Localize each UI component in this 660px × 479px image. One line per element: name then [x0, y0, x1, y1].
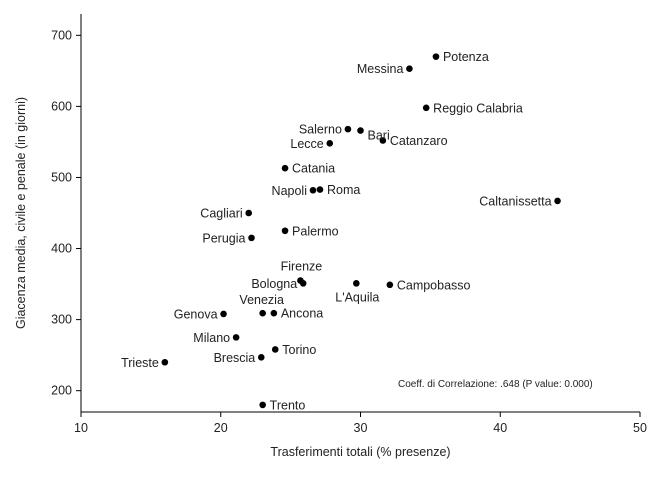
point-label: Campobasso	[397, 278, 471, 292]
y-tick-label: 300	[51, 313, 72, 327]
data-point	[259, 401, 266, 409]
point-label: Catanzaro	[390, 134, 448, 148]
data-point	[406, 65, 413, 73]
data-point	[270, 309, 278, 317]
data-point	[554, 197, 561, 205]
data-points	[161, 53, 561, 409]
x-tick-label: 20	[214, 421, 228, 435]
point-label: Cagliari	[200, 207, 242, 221]
data-point	[299, 280, 307, 287]
point-label: Trento	[270, 398, 306, 412]
data-point	[316, 186, 324, 193]
point-label: Firenze	[281, 260, 323, 274]
data-point	[379, 137, 387, 144]
data-point	[281, 164, 289, 172]
data-point	[422, 104, 430, 112]
y-ticks: 200 300 400 500 600 700	[51, 28, 81, 398]
data-point	[432, 53, 440, 60]
data-point	[248, 234, 255, 242]
point-label: Roma	[327, 183, 360, 197]
data-point	[161, 358, 169, 366]
point-label: Palermo	[292, 224, 339, 238]
y-tick-label: 500	[51, 170, 72, 184]
x-axis-title: Trasferimenti totali (% presenze)	[270, 445, 450, 459]
point-label: L'Aquila	[335, 290, 379, 304]
data-point	[353, 280, 360, 287]
data-point	[271, 346, 279, 353]
point-label: Bologna	[251, 277, 297, 291]
point-labels: Potenza Messina Reggio Calabria Salerno Bari…	[121, 50, 551, 412]
x-tick-label: 10	[74, 421, 88, 435]
point-label: Bari	[368, 129, 390, 143]
point-label: Venezia	[239, 293, 284, 307]
y-axis-title: Giacenza media, civile e penale (in gior…	[14, 97, 28, 329]
point-label: Genova	[174, 307, 218, 321]
y-tick-label: 400	[51, 242, 72, 256]
correlation-annotation: Coeff. di Correlazione: .648 (P value: 0…	[398, 379, 593, 390]
point-label: Catania	[292, 162, 335, 176]
x-ticks: 10 20 30 40 50	[74, 412, 647, 435]
y-tick-label: 700	[51, 28, 72, 42]
data-point	[245, 209, 252, 217]
point-label: Lecce	[290, 137, 323, 151]
data-point	[386, 281, 394, 289]
point-label: Salerno	[299, 123, 342, 137]
point-label: Potenza	[443, 50, 489, 64]
point-label: Reggio Calabria	[433, 101, 523, 115]
x-tick-label: 50	[633, 421, 647, 435]
data-point	[326, 140, 334, 147]
point-label: Caltanissetta	[479, 194, 551, 208]
y-tick-label: 600	[51, 99, 72, 113]
data-point	[257, 353, 265, 361]
data-point	[357, 127, 364, 134]
x-tick-label: 40	[493, 421, 507, 435]
point-label: Ancona	[281, 307, 323, 321]
point-label: Napoli	[272, 184, 307, 198]
point-label: Torino	[282, 343, 316, 357]
y-tick-label: 200	[51, 384, 72, 398]
data-point	[259, 309, 266, 317]
point-label: Perugia	[202, 231, 245, 245]
data-point	[281, 227, 289, 235]
data-point	[220, 310, 227, 318]
point-label: Brescia	[214, 351, 256, 365]
x-tick-label: 30	[354, 421, 368, 435]
point-label: Trieste	[121, 356, 159, 370]
point-label: Milano	[193, 331, 230, 345]
data-point	[232, 334, 240, 341]
data-point	[309, 186, 317, 194]
data-point	[344, 125, 352, 133]
point-label: Messina	[357, 62, 404, 76]
